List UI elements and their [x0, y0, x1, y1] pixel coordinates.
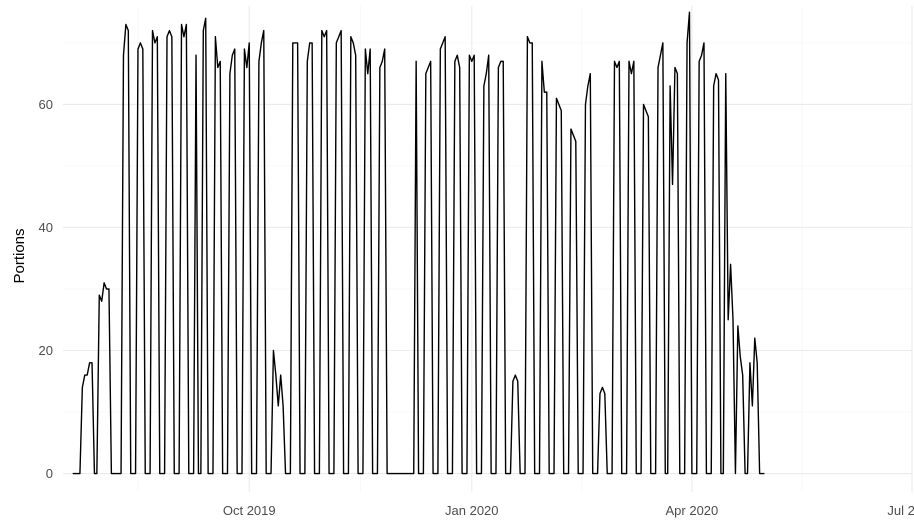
y-tick-label: 20 [39, 343, 53, 358]
x-tick-label: Oct 2019 [223, 503, 276, 518]
x-tick-label: Jan 2020 [445, 503, 499, 518]
minor-gridlines [63, 6, 912, 492]
y-tick-label: 0 [46, 466, 53, 481]
series-line [72, 11, 765, 475]
major-gridlines [63, 6, 913, 492]
x-tick-label: Jul 2020 [887, 503, 914, 518]
x-tick-label: Apr 2020 [666, 503, 719, 518]
y-tick-label: 60 [39, 97, 53, 112]
y-axis-tick-labels: 0 20 40 60 [39, 97, 53, 481]
x-axis-tick-labels: Oct 2019 Jan 2020 Apr 2020 Jul 2020 [223, 503, 914, 518]
series-layer [72, 11, 765, 475]
y-axis-title: Portions [11, 228, 28, 283]
y-tick-label: 40 [39, 220, 53, 235]
